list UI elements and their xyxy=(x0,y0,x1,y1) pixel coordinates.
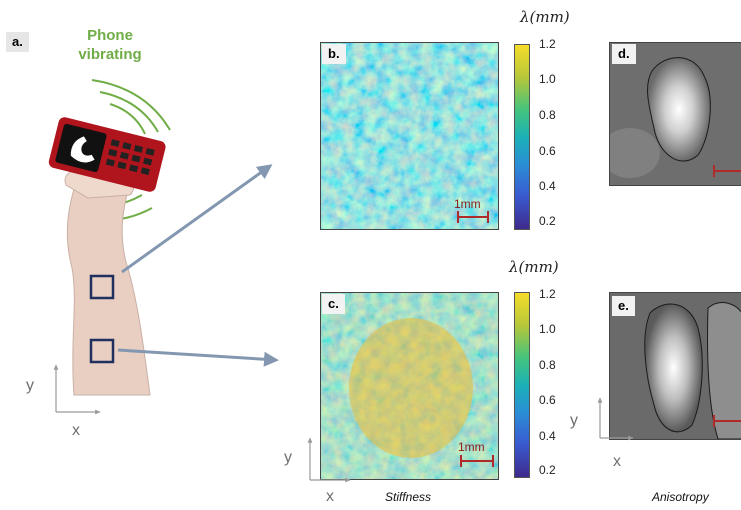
panel-e-label: e. xyxy=(612,296,635,316)
panel-a-label: a. xyxy=(6,32,29,52)
cb-b-tick: 1.2 xyxy=(539,37,556,51)
colorbar-c xyxy=(514,292,530,478)
panel-a-axis-y: y xyxy=(26,377,34,394)
cb-b-tick: 0.2 xyxy=(539,214,556,228)
panel-c-label: c. xyxy=(322,294,345,314)
panel-a-axis-x: x xyxy=(72,422,80,439)
panel-c-axes xyxy=(307,437,351,483)
cb-c-tick: 0.4 xyxy=(539,429,556,443)
arrow-to-b xyxy=(121,164,273,274)
scale-bar-b-label: 1mm xyxy=(454,197,481,211)
stiffness-map-b xyxy=(320,42,499,230)
panel-b-label: b. xyxy=(322,44,346,64)
arrow-to-c xyxy=(117,348,279,367)
cb-c-tick: 1.0 xyxy=(539,322,556,336)
colorbar-c-title: λ(mm) xyxy=(509,258,559,276)
cb-b-tick: 0.8 xyxy=(539,108,556,122)
panel-c-axis-x: x xyxy=(326,488,334,505)
title-line-2: vibrating xyxy=(78,46,142,63)
cb-c-tick: 0.8 xyxy=(539,358,556,372)
cb-c-tick: 0.6 xyxy=(539,393,556,407)
cb-c-tick: 0.2 xyxy=(539,463,556,477)
anisotropy-map-d xyxy=(609,42,741,186)
panel-c-axis-y: y xyxy=(284,449,292,466)
cb-c-tick: 1.2 xyxy=(539,287,556,301)
colorbar-b xyxy=(514,44,530,230)
cb-b-tick: 1.0 xyxy=(539,72,556,86)
scale-bar-c-label: 1mm xyxy=(458,440,485,454)
caption-anisotropy: Anisotropy xyxy=(652,490,709,504)
caption-stiffness: Stiffness xyxy=(385,490,432,504)
panel-e-axis-y: y xyxy=(570,412,578,429)
phone-vibrating-title: Phone vibrating xyxy=(70,26,150,64)
title-line-1: Phone xyxy=(87,27,133,44)
colorbar-b-title: λ(mm) xyxy=(520,8,570,26)
roi-box-upper xyxy=(89,274,115,300)
cb-b-tick: 0.6 xyxy=(539,144,556,158)
roi-box-lower xyxy=(89,338,115,364)
panel-d-label: d. xyxy=(612,44,636,64)
panel-e-axis-x: x xyxy=(613,453,621,470)
arm-illustration xyxy=(48,79,279,415)
cb-b-tick: 0.4 xyxy=(539,179,556,193)
panel-e-axes xyxy=(597,397,634,441)
anisotropy-map-e xyxy=(609,292,741,440)
stiffness-map-c xyxy=(320,292,499,480)
phone-icon xyxy=(48,117,166,192)
